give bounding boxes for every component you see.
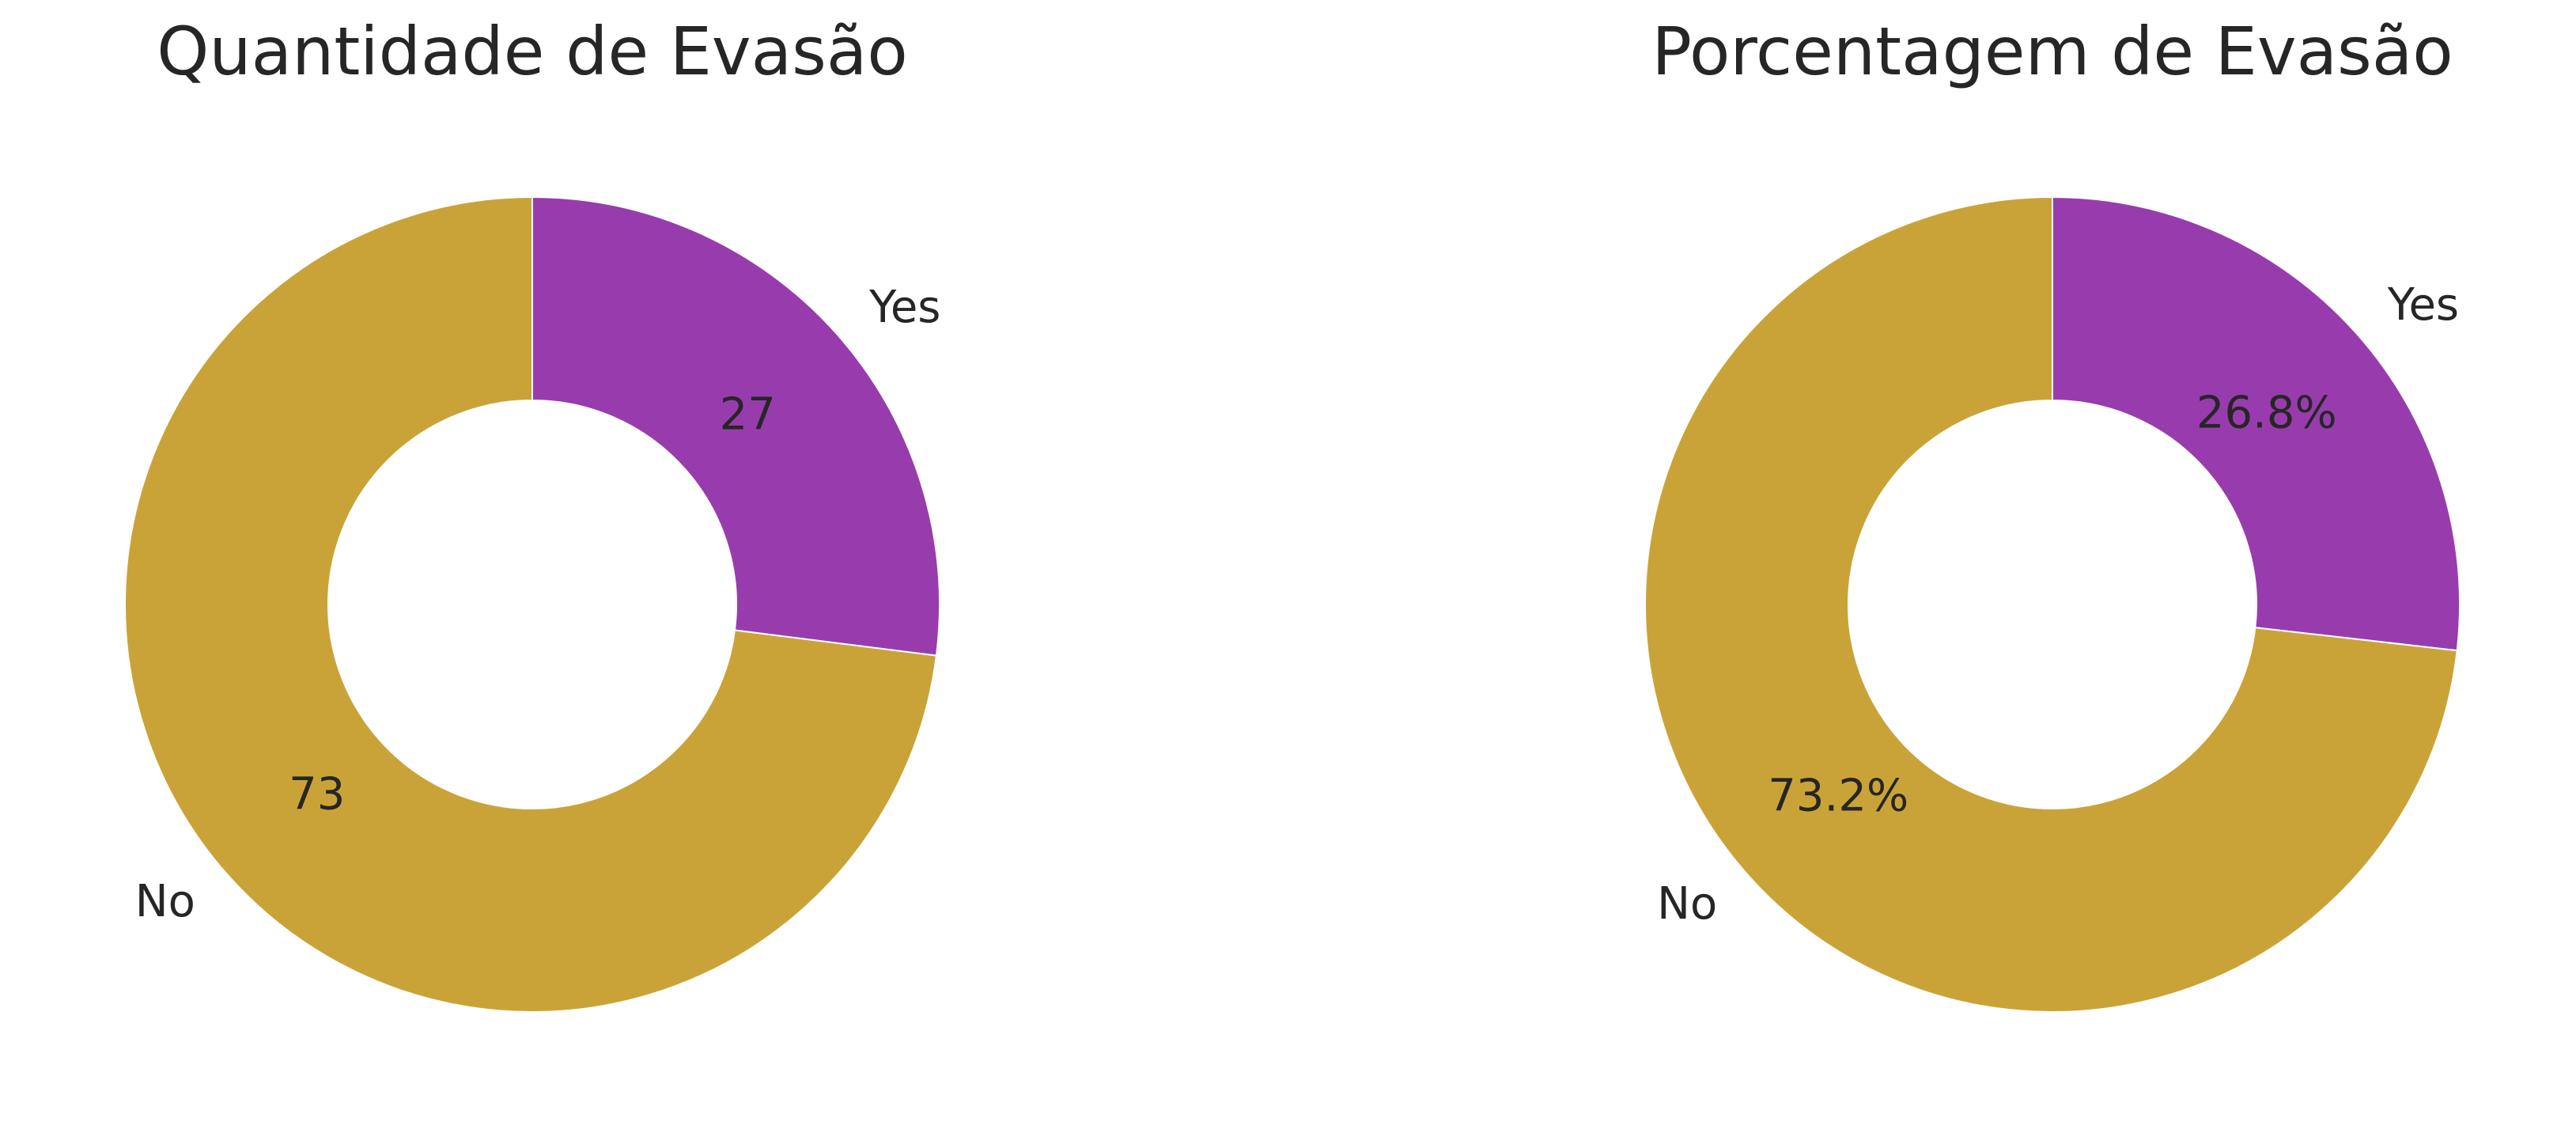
slice-yes [2052,195,2461,652]
chart-porcentagem: Porcentagem de Evasão 73.2% No 26.8% Yes [1644,13,2461,1013]
category-label: No [1657,878,1717,930]
slices-group [1644,195,2461,1013]
value-label: 26.8% [2196,388,2337,439]
category-label: Yes [2387,279,2459,331]
category-label: No [135,876,195,927]
slice-yes [531,195,940,657]
category-label: Yes [868,282,940,333]
chart-title: Quantidade de Evasão [157,13,907,90]
slice-no [124,195,938,1013]
labels-group: 73 No 27 Yes [135,282,941,927]
slices-group [124,195,940,1013]
chart-quantidade: Quantidade de Evasão 73 No 27 Yes [124,13,941,1013]
value-label: 73.2% [1768,770,1908,821]
value-label: 73 [289,769,345,821]
chart-title: Porcentagem de Evasão [1651,13,2453,90]
labels-group: 73.2% No 26.8% Yes [1657,279,2459,930]
value-label: 27 [720,388,776,440]
slice-no [1644,195,2458,1013]
